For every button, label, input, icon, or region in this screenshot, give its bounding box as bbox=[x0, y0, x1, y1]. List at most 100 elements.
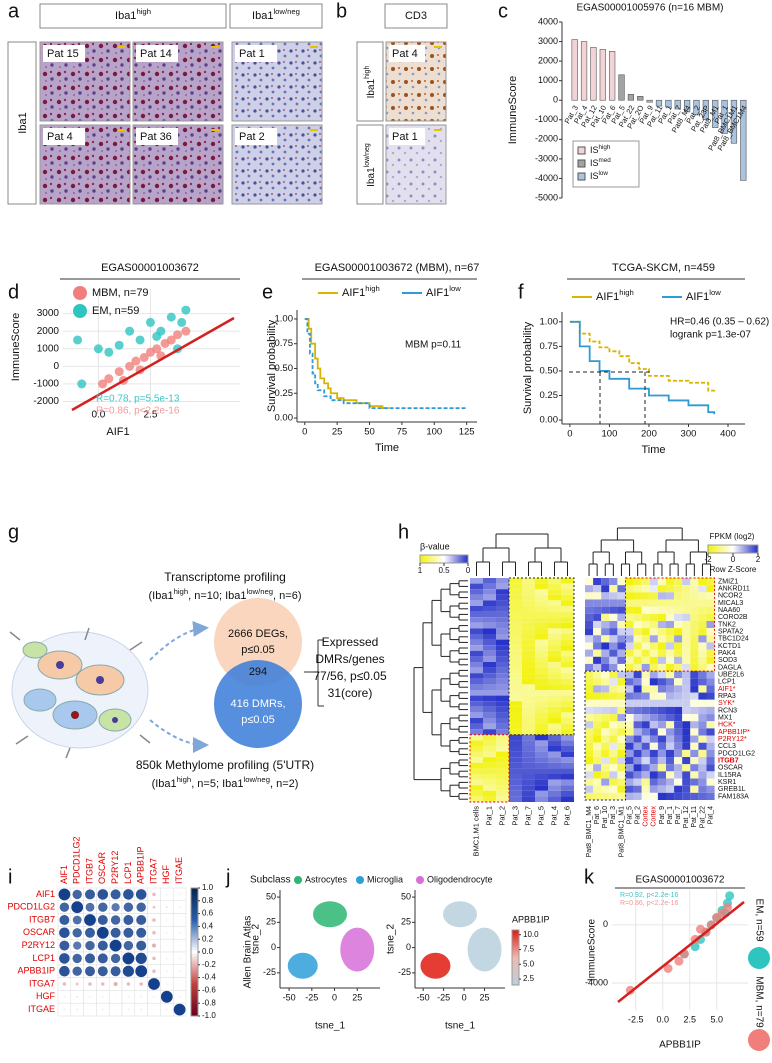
heatmap-cell bbox=[522, 583, 535, 590]
point bbox=[125, 361, 135, 371]
correlation-dot bbox=[166, 919, 168, 921]
heatmap-cell bbox=[690, 714, 699, 722]
heatmap-cell bbox=[601, 771, 610, 779]
heatmap-cell bbox=[674, 742, 683, 750]
venn-degs bbox=[214, 598, 302, 686]
heatmap-cell bbox=[470, 779, 483, 786]
heatmap-cell bbox=[601, 656, 610, 664]
heatmap-cell bbox=[496, 790, 509, 797]
heatmap-cell bbox=[633, 735, 642, 743]
heatmap-cell bbox=[617, 628, 626, 636]
heatmap-cell bbox=[674, 692, 683, 700]
heatmap-cell bbox=[535, 729, 548, 735]
heatmap-cell bbox=[617, 635, 626, 643]
correlation-dot bbox=[166, 983, 168, 985]
heatmap-cell bbox=[706, 699, 715, 707]
legend-swatch bbox=[577, 159, 586, 168]
heatmap-cell bbox=[633, 778, 642, 786]
venn-label: 294 bbox=[249, 666, 267, 678]
chart-title: EGAS00001003672 (MBM), n=67 bbox=[315, 262, 480, 274]
heatmap-cell bbox=[601, 699, 610, 707]
heatmap-cell bbox=[641, 785, 650, 793]
column-label: APBB1IP bbox=[136, 846, 146, 884]
x-tick-label: -25 bbox=[305, 992, 318, 1002]
heatmap-cell bbox=[657, 728, 666, 736]
bar bbox=[646, 99, 653, 103]
heatmap-cell bbox=[548, 790, 561, 797]
heatmap-cell bbox=[657, 578, 666, 586]
heatmap-cell bbox=[641, 728, 650, 736]
heatmap-cell bbox=[601, 742, 610, 750]
column-label: Pat_4 bbox=[707, 806, 714, 824]
heatmap-cell bbox=[522, 779, 535, 786]
point bbox=[73, 335, 83, 345]
survival-curve bbox=[304, 318, 467, 410]
heatmap-cell bbox=[641, 649, 650, 657]
heatmap-cell bbox=[522, 656, 535, 662]
heatmap-cell bbox=[641, 771, 650, 779]
heatmap-cell bbox=[706, 764, 715, 772]
heatmap-cell bbox=[682, 728, 691, 736]
heatmap-cell bbox=[649, 742, 658, 750]
cell-cluster bbox=[313, 901, 347, 928]
heatmap-cell bbox=[657, 585, 666, 593]
tile-label-box bbox=[235, 128, 277, 145]
annotation: R=0.78, p=5.5e-13 bbox=[96, 394, 180, 405]
heatmap-cell bbox=[641, 706, 650, 715]
heatmap-cell bbox=[641, 714, 650, 722]
heatmap-cell bbox=[496, 701, 509, 707]
heatmap-cell bbox=[561, 673, 574, 679]
heatmap-cell bbox=[535, 583, 548, 590]
heatmap-cell bbox=[522, 723, 535, 730]
heatmap-cell bbox=[657, 771, 666, 779]
heatmap-cell bbox=[509, 790, 522, 797]
tile-label: Pat 4 bbox=[47, 131, 73, 143]
tile-label: Pat 2 bbox=[239, 131, 265, 143]
point bbox=[114, 340, 124, 350]
heatmap-cell bbox=[585, 757, 594, 765]
heatmap-cell bbox=[470, 611, 483, 618]
point bbox=[722, 902, 732, 912]
heatmap-cell bbox=[649, 735, 658, 743]
heatmap-cell bbox=[633, 585, 642, 593]
heatmap-cell bbox=[509, 796, 522, 802]
heatmap-cell bbox=[617, 585, 626, 593]
y-tick-label: 1000 bbox=[538, 75, 558, 85]
correlation-dot bbox=[178, 996, 181, 998]
heatmap-cell bbox=[522, 740, 535, 746]
heatmap-cell bbox=[690, 721, 699, 729]
superscript: high bbox=[619, 288, 634, 297]
heatmap-cell bbox=[561, 578, 574, 584]
heatmap-cell bbox=[535, 578, 548, 584]
heatmap-cell bbox=[617, 742, 626, 750]
heatmap-cell bbox=[649, 642, 658, 650]
heatmap-cell bbox=[601, 721, 610, 729]
heatmap-cell bbox=[496, 723, 509, 730]
heatmap-cell bbox=[706, 635, 715, 643]
heatmap-cell bbox=[601, 735, 610, 743]
heatmap-cell bbox=[698, 635, 707, 643]
heatmap-cell bbox=[561, 723, 574, 730]
x-tick-label: 75 bbox=[397, 427, 408, 438]
heatmap-cell bbox=[470, 645, 483, 651]
heatmap-cell bbox=[657, 778, 666, 786]
correlation-dot bbox=[178, 919, 181, 921]
heatmap-cell bbox=[561, 706, 574, 713]
y-tick-label: 2000 bbox=[538, 55, 558, 65]
bar bbox=[683, 99, 691, 113]
point bbox=[717, 908, 727, 918]
heatmap-cell bbox=[483, 606, 496, 612]
heatmap-cell bbox=[649, 671, 658, 679]
correlation-dot bbox=[59, 940, 70, 951]
legend-label: AIF1high bbox=[596, 288, 634, 303]
heading: Transcriptome profiling bbox=[164, 570, 286, 584]
heatmap-cell bbox=[674, 721, 683, 729]
heatmap-cell bbox=[483, 779, 496, 786]
heatmap-cell bbox=[509, 768, 522, 774]
heatmap-cell bbox=[633, 764, 642, 772]
heatmap-cell bbox=[674, 613, 683, 621]
heatmap-cell bbox=[649, 628, 658, 636]
heatmap-cell bbox=[496, 678, 509, 685]
annotation: HR=0.46 (0.35 – 0.62) bbox=[670, 317, 769, 328]
